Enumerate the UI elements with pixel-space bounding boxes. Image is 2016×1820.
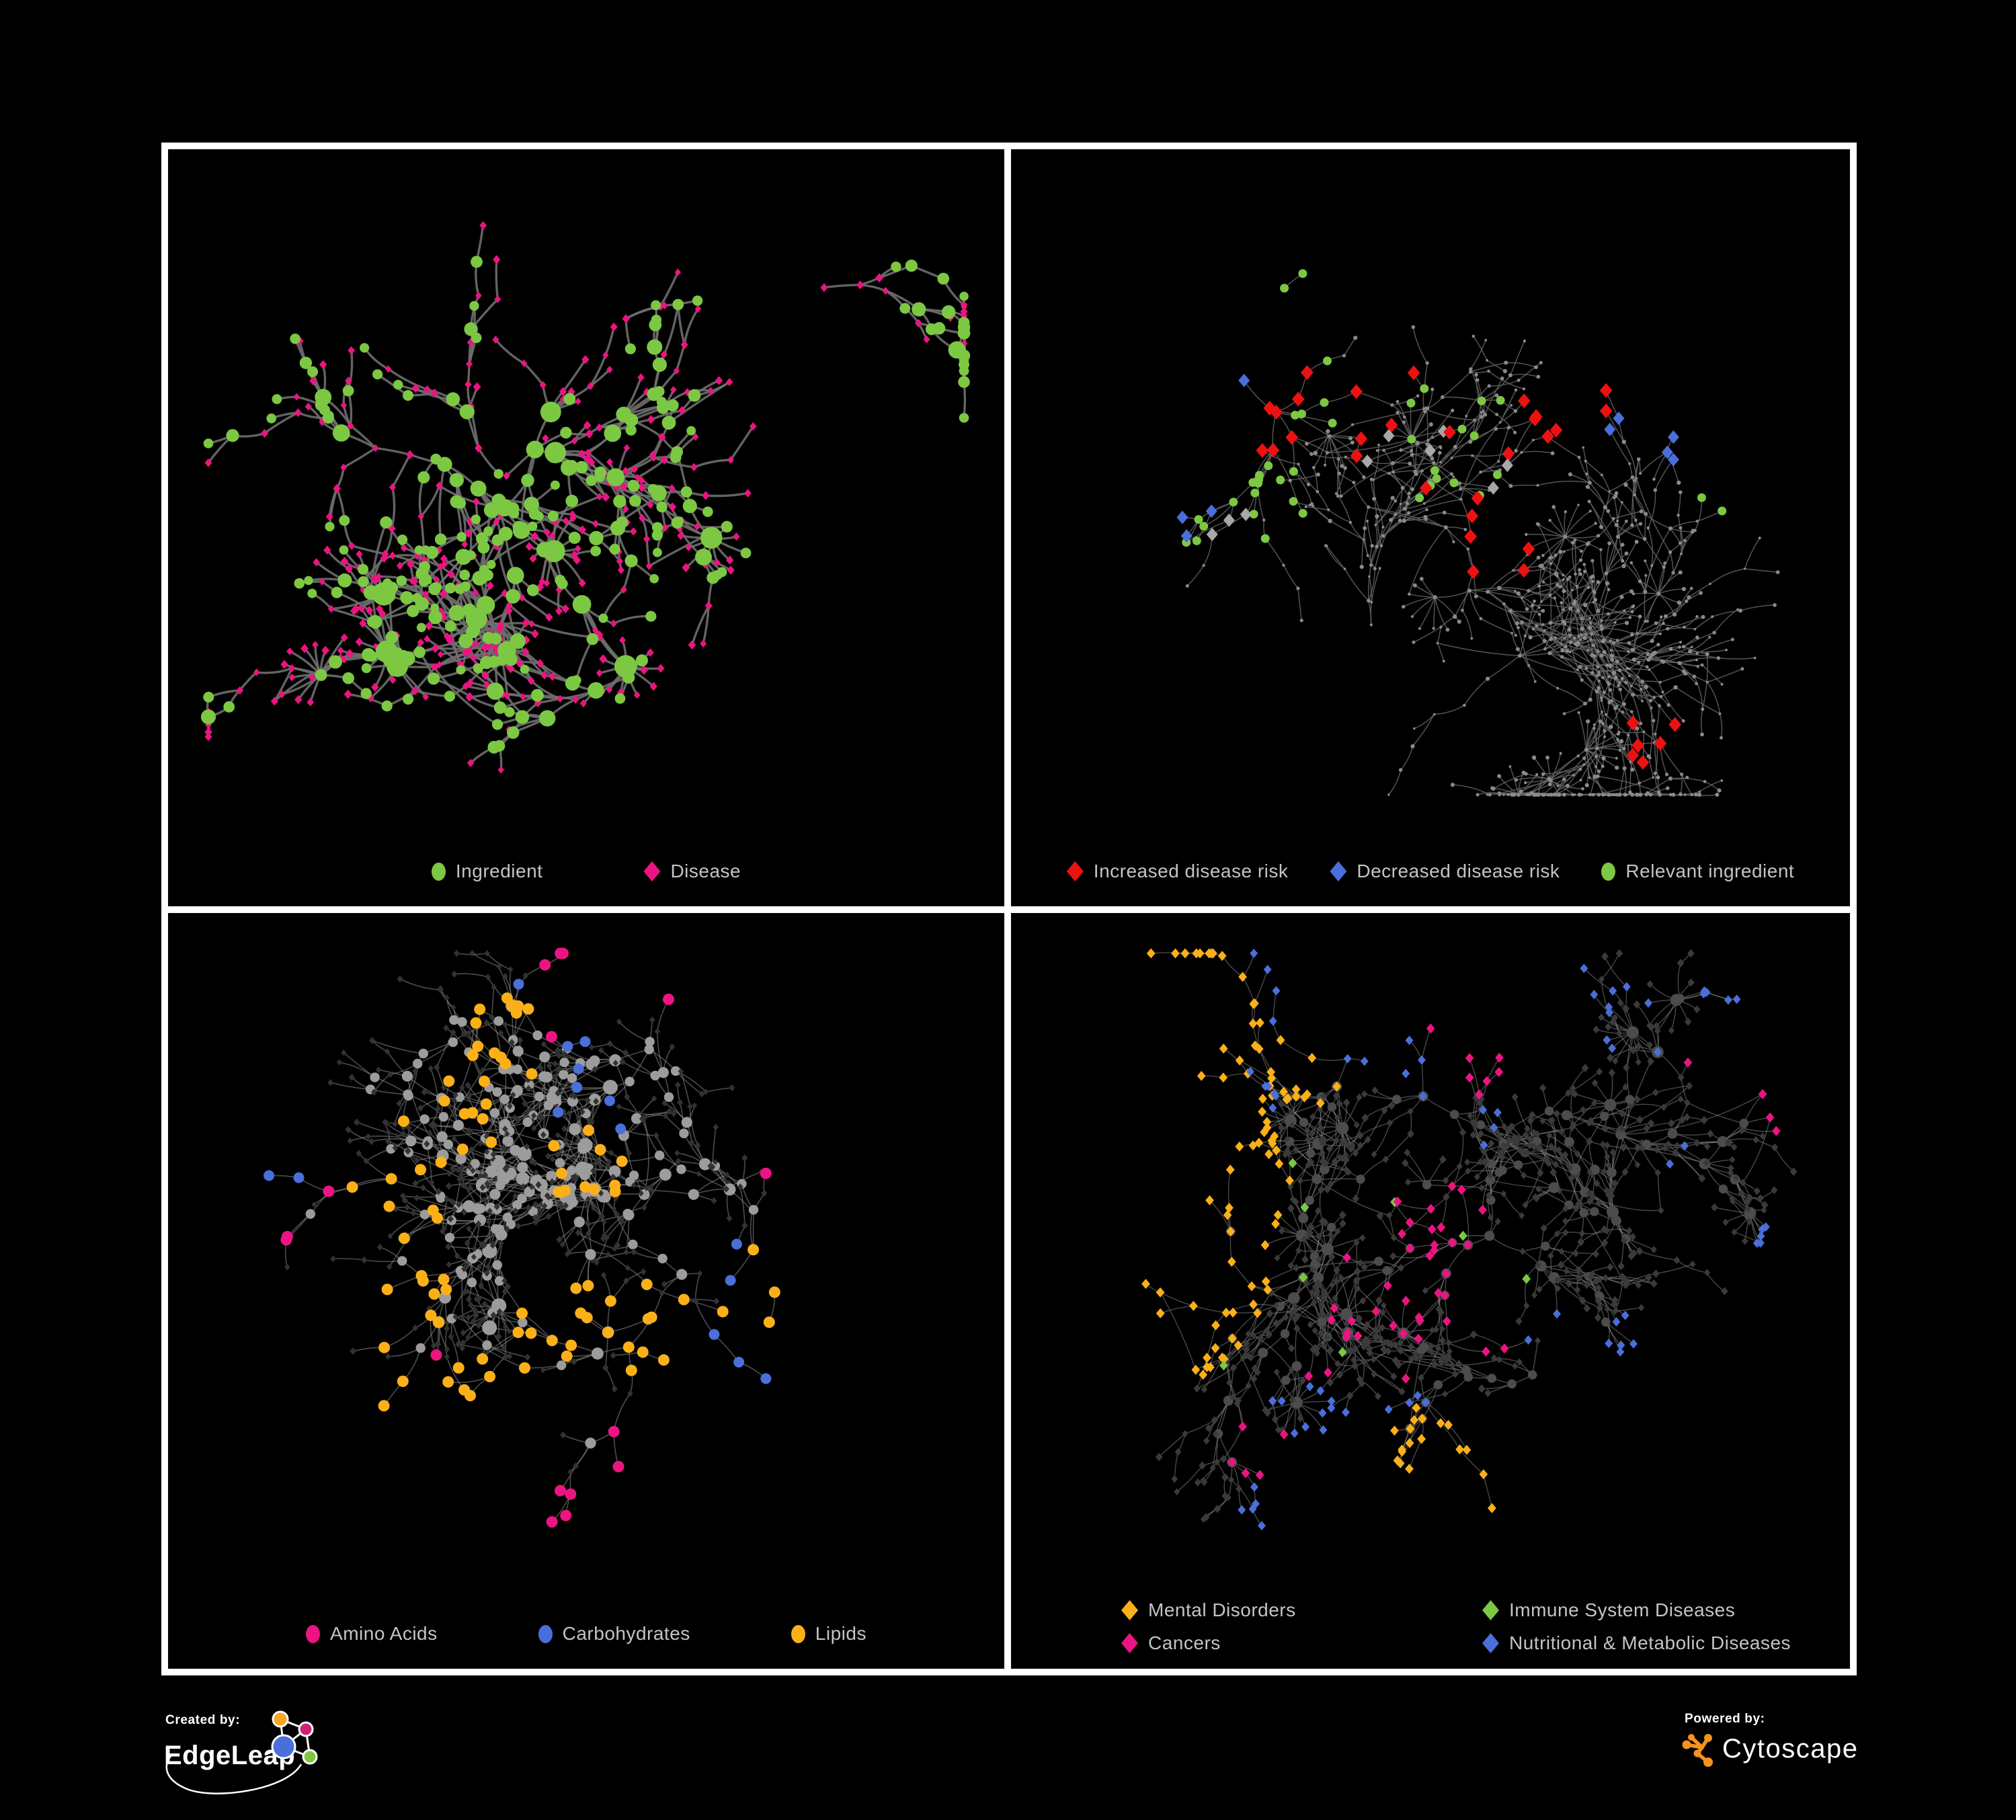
- legend-label: Disease: [670, 861, 741, 881]
- cytoscape-logo-icon: [1682, 1734, 1713, 1767]
- increased-disease-risk-diamond-icon: [1066, 861, 1084, 881]
- relevant-ingredient-circle-icon: [1601, 862, 1616, 881]
- legend-label: Decreased disease risk: [1357, 861, 1560, 881]
- legend-item-disease: Disease: [643, 861, 741, 882]
- legend-item-immune-system-diseases: Immune System Diseases: [1482, 1599, 1791, 1621]
- legend-item-ingredient: Ingredient: [431, 861, 543, 882]
- network-disease-risk: [1176, 269, 1780, 797]
- created-by-label: Created by:: [165, 1713, 240, 1727]
- panel-nutrient-classes: Amino Acids Carbohydrates Lipids: [168, 913, 1004, 1669]
- cancers-diamond-icon: [1121, 1633, 1138, 1653]
- legend-item-increased-disease-risk: Increased disease risk: [1066, 861, 1289, 882]
- decreased-disease-risk-diamond-icon: [1330, 861, 1347, 881]
- legend-item-nutritional-metabolic-diseases: Nutritional & Metabolic Diseases: [1482, 1632, 1791, 1654]
- legend-label: Cancers: [1148, 1632, 1221, 1653]
- legend-item-cancers: Cancers: [1121, 1632, 1482, 1654]
- edgeleap-logo-icon: [264, 1710, 318, 1765]
- legend-label: Lipids: [815, 1623, 866, 1644]
- legend-disease-risk: Increased disease risk Decreased disease …: [1011, 861, 1850, 882]
- panel-disease-categories: Mental Disorders Immune System Diseases Ca…: [1011, 913, 1850, 1669]
- cytoscape-credit: Powered by: Cytoscape: [1682, 1712, 1858, 1767]
- legend-disease-categories: Mental Disorders Immune System Diseases Ca…: [1121, 1599, 1791, 1654]
- legend-nutrient-classes: Amino Acids Carbohydrates Lipids: [168, 1623, 1004, 1645]
- legend-item-relevant-ingredient: Relevant ingredient: [1601, 861, 1794, 882]
- panel-grid: Ingredient Disease Increased disease risk…: [161, 143, 1857, 1675]
- carbohydrates-circle-icon: [538, 1624, 553, 1643]
- legend-label: Carbohydrates: [562, 1623, 690, 1644]
- mental-disorders-diamond-icon: [1121, 1600, 1138, 1620]
- immune-system-diseases-diamond-icon: [1482, 1600, 1499, 1620]
- panel-disease-risk: Increased disease risk Decreased disease …: [1011, 149, 1850, 906]
- lipids-circle-icon: [791, 1624, 805, 1643]
- legend-item-amino-acids: Amino Acids: [306, 1623, 438, 1645]
- legend-item-decreased-disease-risk: Decreased disease risk: [1330, 861, 1560, 882]
- legend-label: Nutritional & Metabolic Diseases: [1509, 1632, 1791, 1653]
- ingredient-circle-icon: [431, 862, 446, 881]
- edgeleap-swoosh-icon: [165, 1754, 303, 1794]
- panel-ingredient-disease: Ingredient Disease: [168, 149, 1004, 906]
- legend-item-carbohydrates: Carbohydrates: [538, 1623, 690, 1645]
- powered-by-label: Powered by:: [1685, 1712, 1765, 1726]
- legend-item-lipids: Lipids: [791, 1623, 866, 1645]
- edgeleap-credit: Created by: EdgeLeap: [164, 1710, 318, 1794]
- nutritional-metabolic-diseases-diamond-icon: [1482, 1633, 1499, 1653]
- legend-label: Immune System Diseases: [1509, 1599, 1736, 1620]
- amino-acids-circle-icon: [306, 1624, 321, 1643]
- legend-label: Ingredient: [455, 861, 543, 881]
- network-nutrient-classes: [264, 947, 780, 1528]
- legend-label: Increased disease risk: [1093, 861, 1289, 881]
- network-disease-categories: [1141, 948, 1798, 1531]
- legend-label: Relevant ingredient: [1625, 861, 1795, 881]
- cytoscape-wordmark: Cytoscape: [1722, 1734, 1858, 1764]
- legend-label: Mental Disorders: [1148, 1599, 1296, 1620]
- legend-ingredient-disease: Ingredient Disease: [168, 861, 1004, 882]
- disease-diamond-icon: [643, 861, 661, 881]
- legend-label: Amino Acids: [330, 1623, 438, 1644]
- legend-item-mental-disorders: Mental Disorders: [1121, 1599, 1482, 1621]
- network-ingredient-disease: [200, 221, 971, 774]
